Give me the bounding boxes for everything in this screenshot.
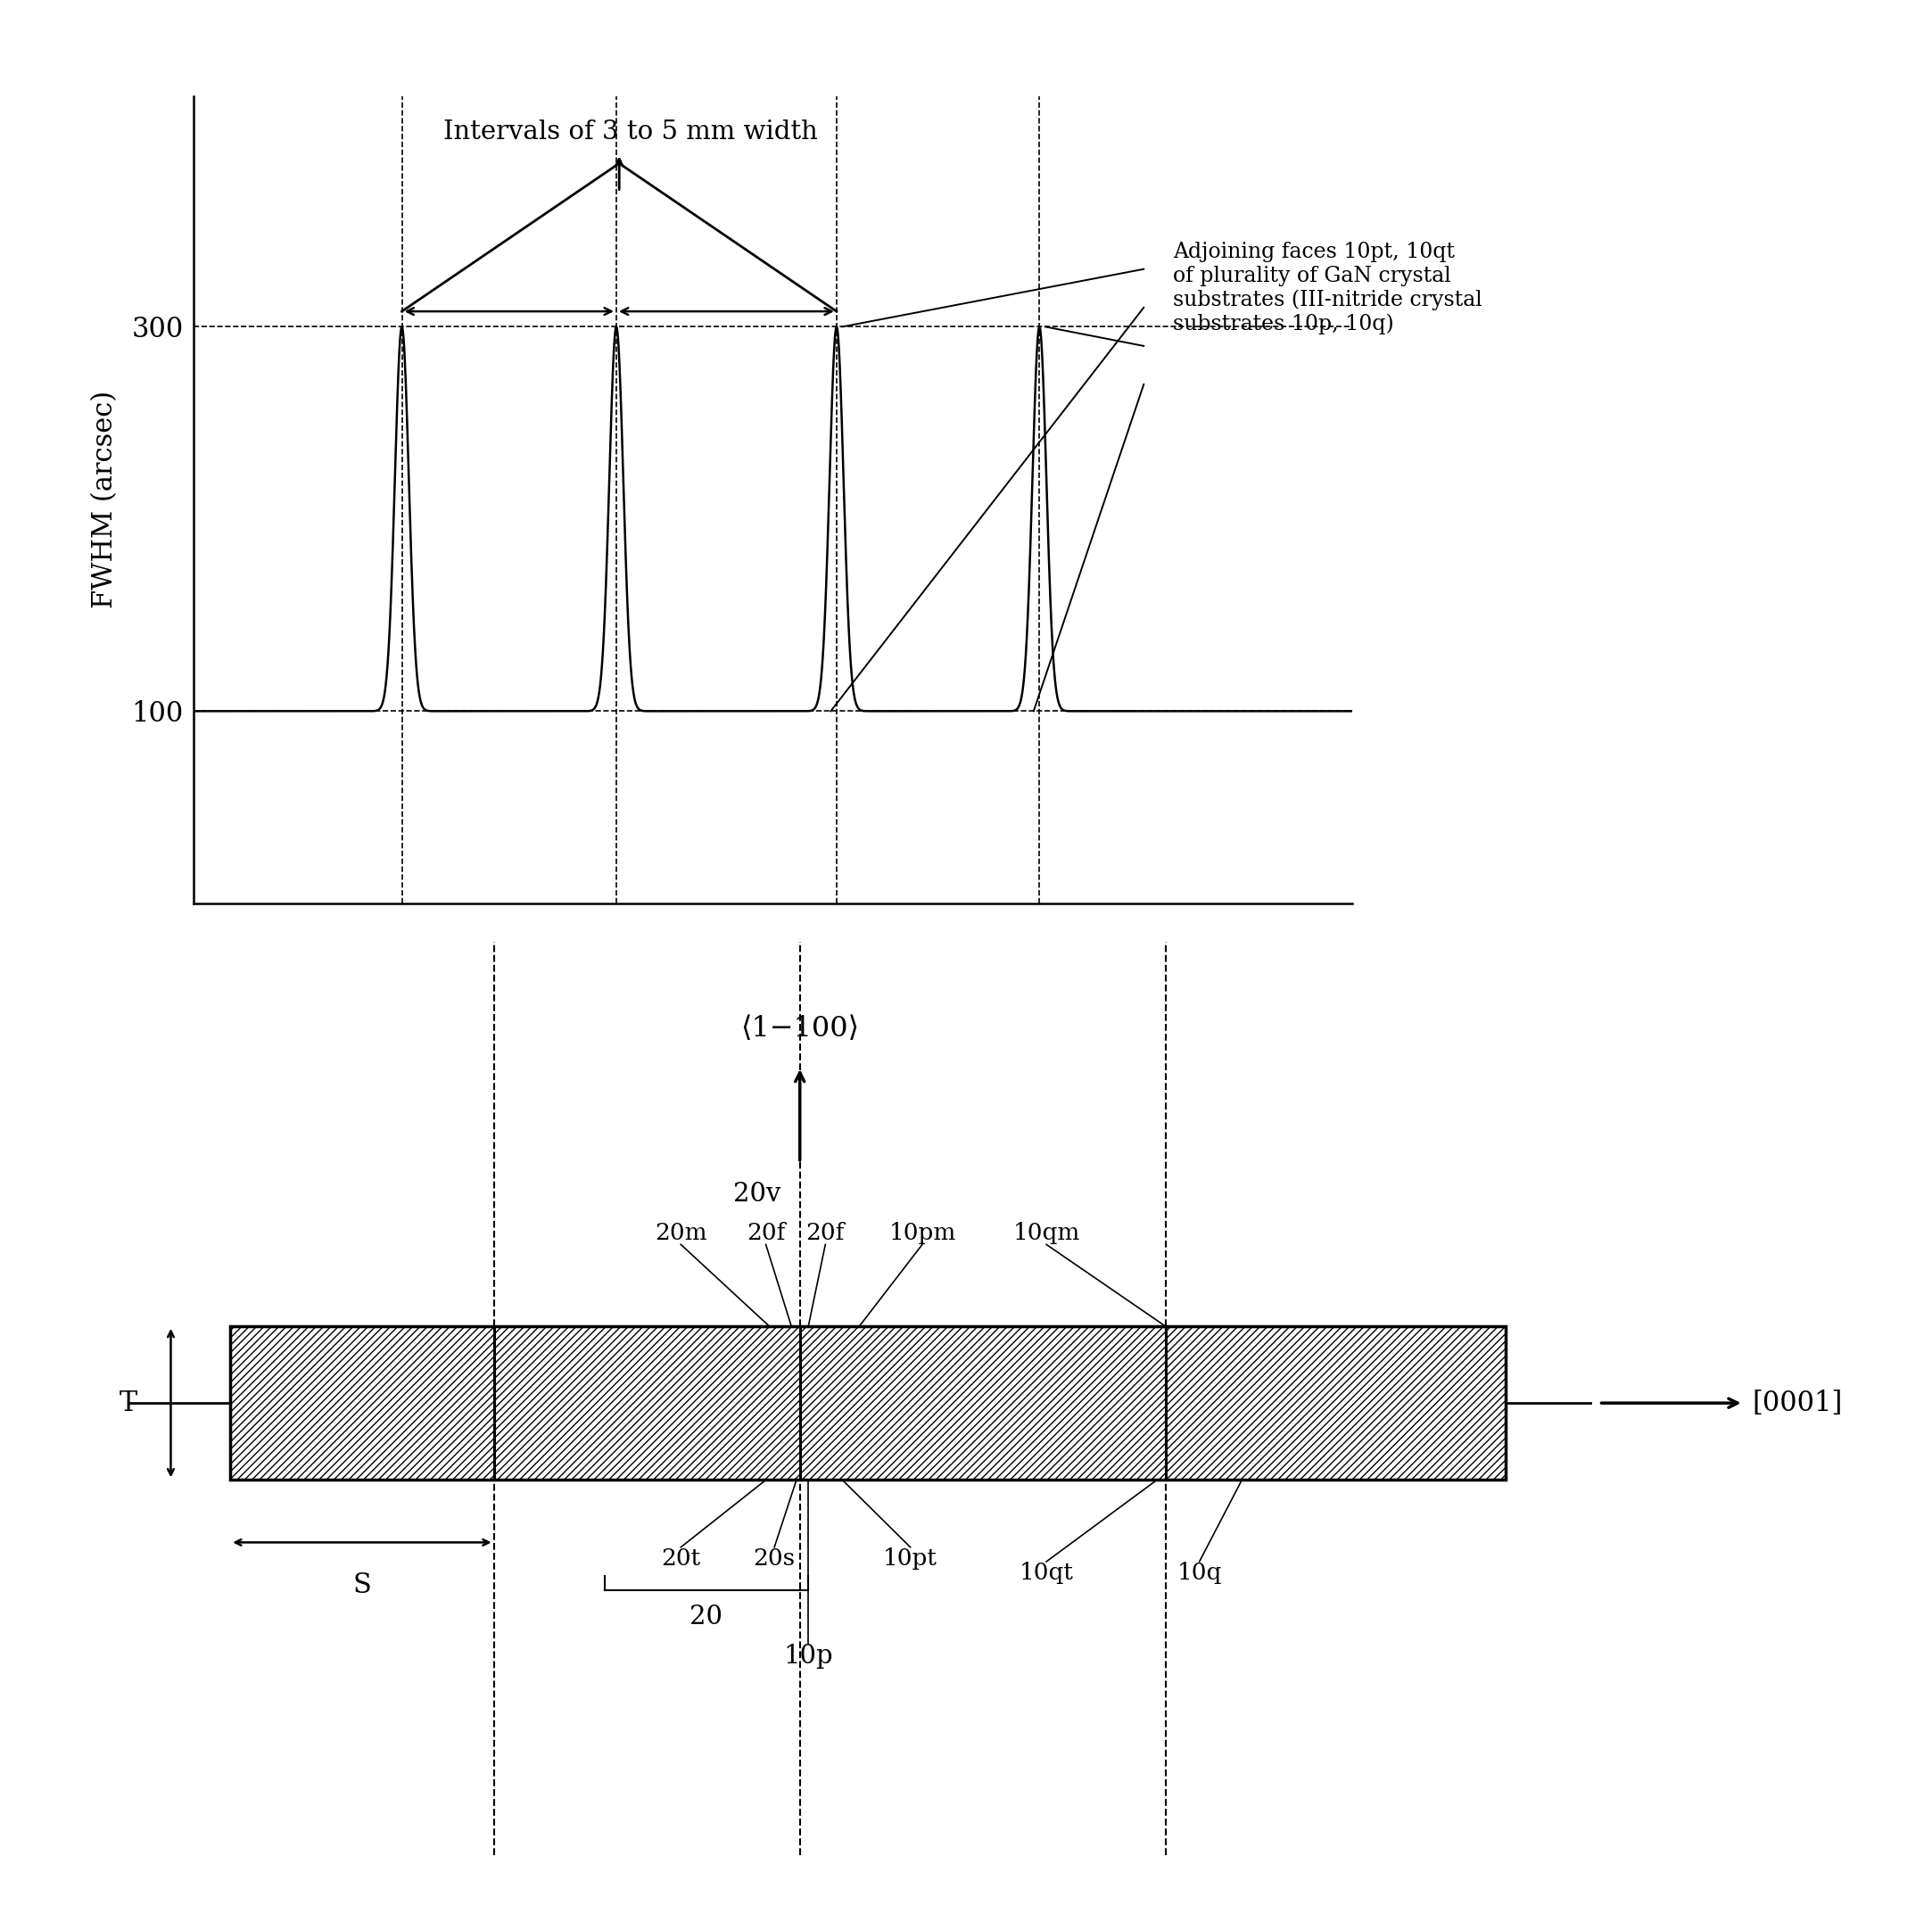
Text: 20f: 20f xyxy=(806,1222,844,1244)
Text: 20v: 20v xyxy=(734,1182,781,1207)
Text: 20m: 20m xyxy=(655,1222,707,1244)
Text: ⟨1−100⟩: ⟨1−100⟩ xyxy=(740,1015,860,1042)
Text: 20s: 20s xyxy=(753,1547,796,1570)
Y-axis label: FWHM (arcsec): FWHM (arcsec) xyxy=(91,390,120,609)
Bar xyxy=(1165,1326,1505,1480)
Text: 10qm: 10qm xyxy=(1012,1222,1080,1244)
Text: 20t: 20t xyxy=(661,1547,701,1570)
Bar xyxy=(230,1326,1505,1480)
Text: T: T xyxy=(120,1390,137,1417)
Text: 10pm: 10pm xyxy=(889,1222,956,1244)
Text: Adjoining faces 10pt, 10qt
of plurality of GaN crystal
substrates (III-nitride c: Adjoining faces 10pt, 10qt of plurality … xyxy=(1173,242,1482,334)
Text: 20: 20 xyxy=(690,1605,723,1630)
Text: 10q: 10q xyxy=(1177,1561,1221,1584)
Text: Intervals of 3 to 5 mm width: Intervals of 3 to 5 mm width xyxy=(444,119,817,144)
Text: 10pt: 10pt xyxy=(883,1547,937,1570)
Text: [0001]: [0001] xyxy=(1752,1390,1843,1417)
Bar xyxy=(230,1326,495,1480)
Text: 10qt: 10qt xyxy=(1020,1561,1074,1584)
Text: 20f: 20f xyxy=(746,1222,784,1244)
Bar xyxy=(800,1326,1165,1480)
Text: S: S xyxy=(354,1570,371,1599)
Bar xyxy=(495,1326,800,1480)
Text: 10p: 10p xyxy=(784,1643,833,1668)
